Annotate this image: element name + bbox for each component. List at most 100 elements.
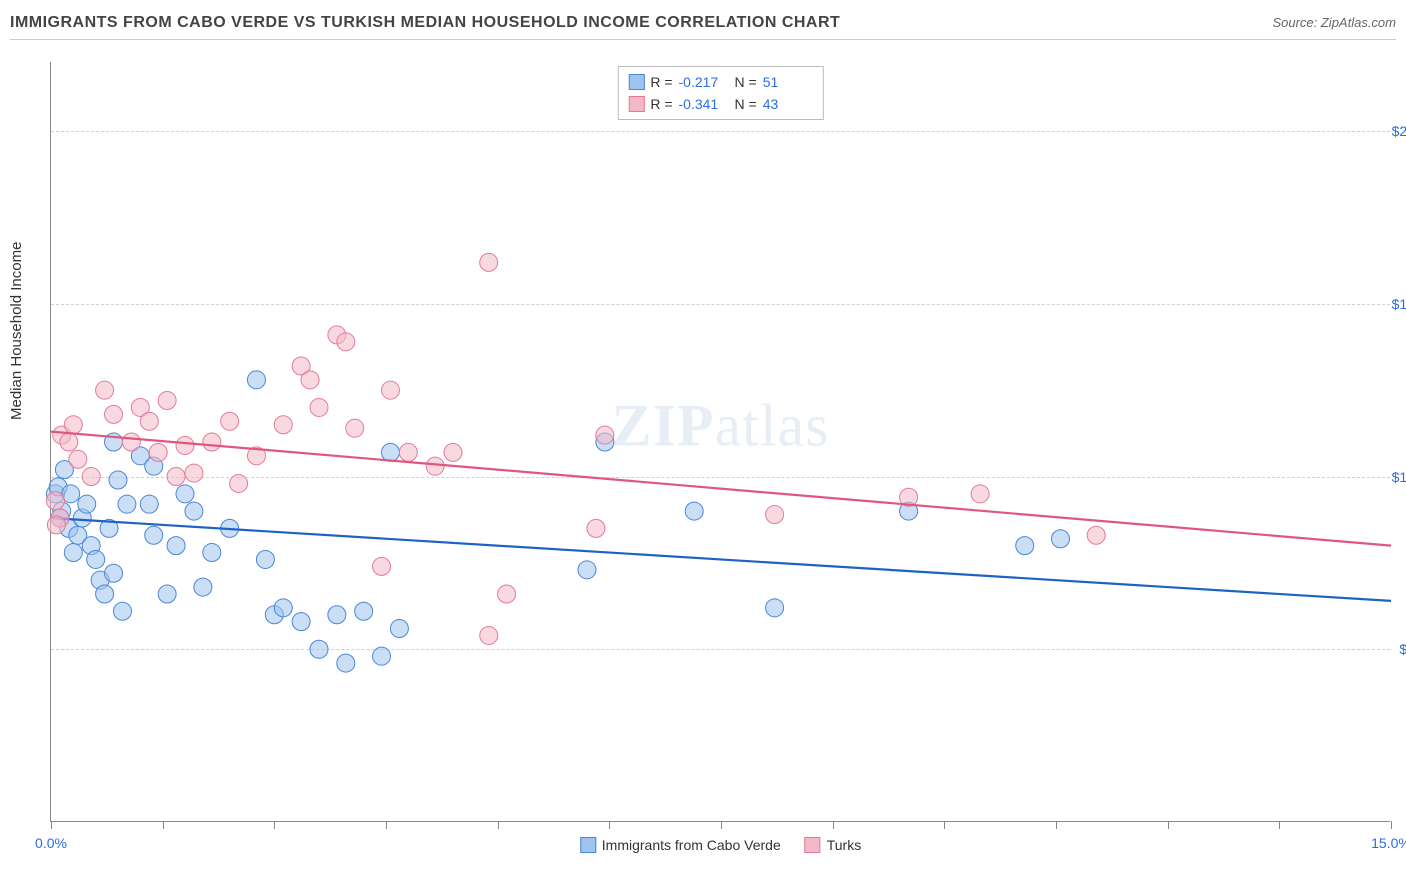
data-point [158,585,176,603]
data-point [194,578,212,596]
data-point [1087,526,1105,544]
data-point [292,613,310,631]
data-point [140,495,158,513]
data-point [328,606,346,624]
data-point [346,419,364,437]
data-point [203,544,221,562]
correlation-legend: R = -0.217 N = 51 R = -0.341 N = 43 [617,66,823,120]
data-point [46,492,64,510]
legend-row-series-0: R = -0.217 N = 51 [628,71,812,93]
chart-title: IMMIGRANTS FROM CABO VERDE VS TURKISH ME… [10,14,840,32]
x-tick-label: 0.0% [35,835,67,851]
trend-line [51,518,1391,601]
legend-swatch-0 [628,74,644,90]
legend-swatch-bottom-1 [805,837,821,853]
data-point [578,561,596,579]
n-label-1: N = [735,93,757,115]
data-point [105,564,123,582]
data-point [167,468,185,486]
data-point [145,526,163,544]
data-point [596,426,614,444]
data-point [274,599,292,617]
series-legend: Immigrants from Cabo Verde Turks [580,837,861,853]
data-point [64,544,82,562]
data-point [176,436,194,454]
data-point [310,398,328,416]
data-point [587,519,605,537]
data-point [971,485,989,503]
data-point [498,585,516,603]
data-point [96,381,114,399]
data-point [480,626,498,644]
plot-area: ZIPatlas $50,000$100,000$150,000$200,000… [50,62,1390,822]
data-point [118,495,136,513]
x-tick-label: 15.0% [1371,835,1406,851]
data-point [140,412,158,430]
data-point [256,550,274,568]
data-point [47,516,65,534]
y-axis-label: Median Household Income [8,242,25,420]
data-point [221,412,239,430]
data-point [390,620,408,638]
trend-line [51,432,1391,546]
n-value-1: 43 [763,93,813,115]
data-point [1051,530,1069,548]
data-point [87,550,105,568]
data-point [158,392,176,410]
legend-swatch-1 [628,96,644,112]
data-point [105,405,123,423]
data-point [337,333,355,351]
legend-label-0: Immigrants from Cabo Verde [602,837,781,853]
legend-item-1: Turks [805,837,861,853]
n-value-0: 51 [763,71,813,93]
r-value-1: -0.341 [679,93,729,115]
data-point [247,371,265,389]
n-label-0: N = [735,71,757,93]
data-point [381,381,399,399]
data-point [337,654,355,672]
data-point [167,537,185,555]
data-point [766,599,784,617]
source-name: ZipAtlas.com [1321,15,1396,30]
data-point [60,433,78,451]
data-point [426,457,444,475]
data-point [480,253,498,271]
r-value-0: -0.217 [679,71,729,93]
data-point [64,416,82,434]
data-point [310,640,328,658]
data-point [109,471,127,489]
data-point [185,502,203,520]
legend-swatch-bottom-0 [580,837,596,853]
data-point [113,602,131,620]
r-label-1: R = [650,93,672,115]
r-label-0: R = [650,71,672,93]
data-point [203,433,221,451]
data-point [766,506,784,524]
data-point [373,557,391,575]
data-point [444,443,462,461]
data-point [355,602,373,620]
data-point [176,485,194,503]
data-point [373,647,391,665]
legend-item-0: Immigrants from Cabo Verde [580,837,781,853]
scatter-svg [51,62,1390,821]
data-point [149,443,167,461]
source-label: Source: [1272,15,1320,30]
data-point [274,416,292,434]
legend-row-series-1: R = -0.341 N = 43 [628,93,812,115]
data-point [82,468,100,486]
data-point [301,371,319,389]
data-point [122,433,140,451]
chart-source: Source: ZipAtlas.com [1272,15,1396,30]
data-point [78,495,96,513]
data-point [185,464,203,482]
chart-header: IMMIGRANTS FROM CABO VERDE VS TURKISH ME… [10,10,1396,40]
data-point [381,443,399,461]
data-point [685,502,703,520]
legend-label-1: Turks [827,837,861,853]
data-point [69,450,87,468]
data-point [399,443,417,461]
data-point [96,585,114,603]
data-point [230,474,248,492]
data-point [1016,537,1034,555]
